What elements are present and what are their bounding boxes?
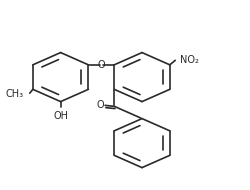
Text: OH: OH [53, 111, 68, 121]
Text: CH₃: CH₃ [5, 89, 23, 99]
Text: O: O [98, 60, 105, 70]
Text: NO₂: NO₂ [180, 55, 199, 65]
Text: O: O [97, 100, 104, 110]
